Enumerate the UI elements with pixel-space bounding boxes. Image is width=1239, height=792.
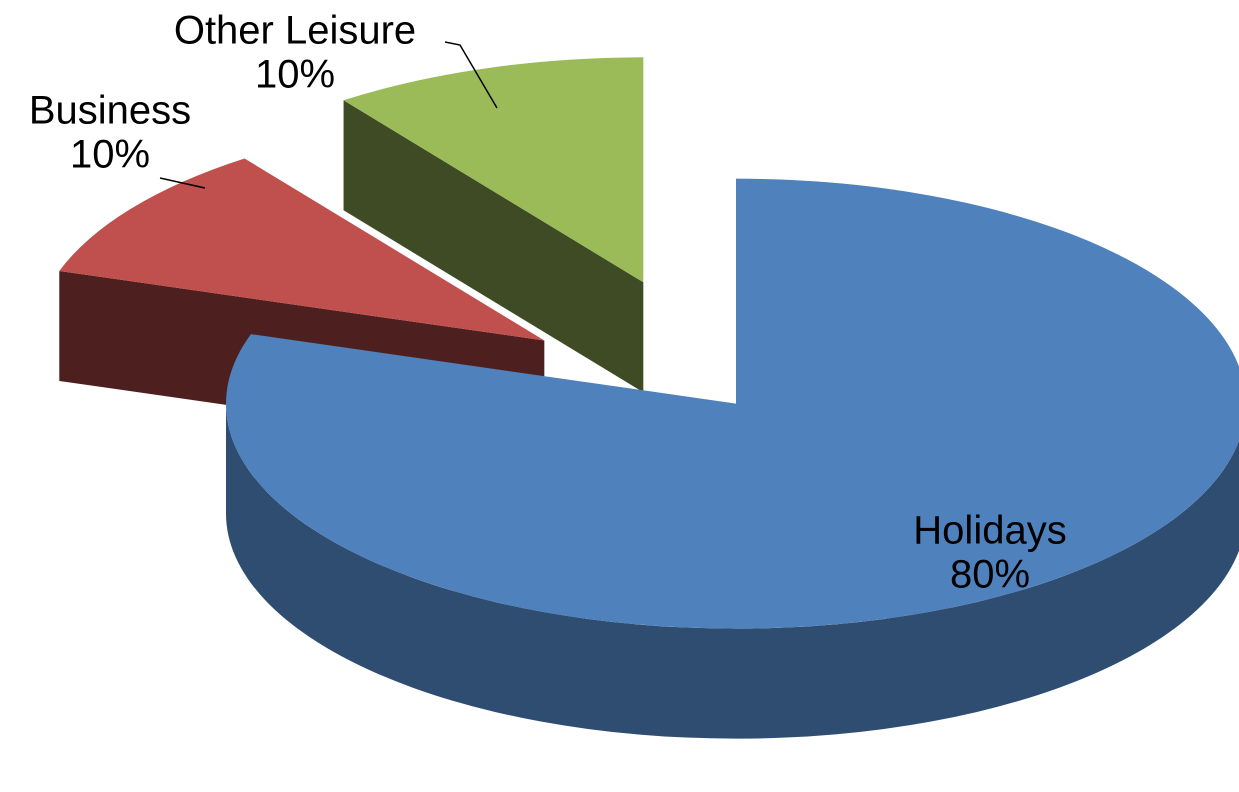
leader-line <box>444 41 498 109</box>
slice-top <box>59 158 545 341</box>
data-label-name: Business <box>29 89 191 133</box>
data-label-name: Holidays <box>913 509 1066 553</box>
data-label-name: Other Leisure <box>174 9 416 53</box>
slice-top <box>226 178 1239 629</box>
slice-side <box>225 403 1239 739</box>
data-label-value: 80% <box>950 553 1030 597</box>
leader-line <box>159 177 206 189</box>
data-label-value: 10% <box>70 133 150 177</box>
slice-face <box>343 100 644 393</box>
data-label-value: 10% <box>255 53 335 97</box>
slice-top <box>343 57 644 283</box>
